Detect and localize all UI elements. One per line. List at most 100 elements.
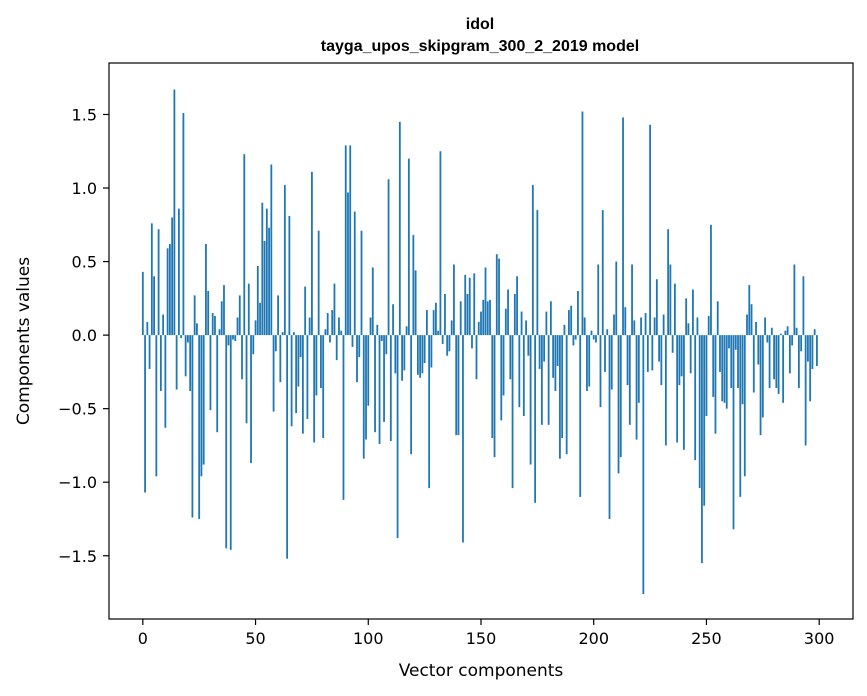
bar xyxy=(811,335,814,369)
bar xyxy=(622,117,624,336)
bar xyxy=(795,327,798,336)
bar xyxy=(696,317,699,336)
bar xyxy=(473,273,476,336)
bar xyxy=(338,317,340,336)
bar xyxy=(813,329,816,336)
bar xyxy=(635,335,638,440)
bar xyxy=(259,302,261,336)
bar xyxy=(482,299,485,336)
bar xyxy=(793,264,796,336)
bar xyxy=(444,293,446,336)
bar xyxy=(261,202,264,336)
bar xyxy=(658,335,661,362)
bar xyxy=(457,335,460,436)
bar xyxy=(707,315,710,336)
bar xyxy=(288,215,291,336)
y-tick-label: 1.5 xyxy=(72,105,97,124)
bar xyxy=(175,335,178,390)
bar xyxy=(383,335,385,422)
bar xyxy=(171,217,174,336)
bar xyxy=(719,335,721,372)
bar xyxy=(732,335,735,530)
bar xyxy=(574,335,577,340)
bar xyxy=(525,320,527,336)
bar xyxy=(777,335,780,394)
bar xyxy=(721,335,724,402)
bar xyxy=(256,265,259,336)
bar xyxy=(628,335,631,425)
bar xyxy=(480,311,482,336)
bar xyxy=(159,335,162,392)
bar xyxy=(295,335,298,414)
bar xyxy=(572,335,575,346)
bar xyxy=(559,335,561,459)
bar xyxy=(610,335,613,390)
bar xyxy=(624,307,627,336)
bar xyxy=(646,335,649,372)
bar xyxy=(311,171,313,336)
bar xyxy=(245,335,248,424)
bar xyxy=(678,335,681,386)
bar xyxy=(705,335,708,417)
bar xyxy=(730,335,733,389)
bar xyxy=(764,317,766,336)
bar xyxy=(464,274,467,336)
bar xyxy=(556,335,559,367)
bar xyxy=(441,335,444,344)
bar xyxy=(177,208,180,336)
bar xyxy=(529,335,532,465)
bar xyxy=(236,317,239,336)
bar xyxy=(329,335,331,343)
bar xyxy=(286,335,289,559)
bar xyxy=(306,335,309,419)
bar xyxy=(353,211,356,336)
bar xyxy=(162,314,165,336)
bar xyxy=(534,335,537,503)
bar xyxy=(547,335,550,425)
bar xyxy=(299,335,302,358)
bar xyxy=(448,335,451,352)
bar xyxy=(369,317,372,336)
bar xyxy=(412,235,415,336)
bar xyxy=(768,335,771,389)
bar xyxy=(807,335,809,362)
bar xyxy=(527,335,530,356)
bar xyxy=(642,335,645,594)
bar xyxy=(522,335,525,417)
bar xyxy=(292,332,295,336)
bar xyxy=(466,293,469,336)
bar xyxy=(511,335,514,489)
bar xyxy=(590,330,593,336)
bar xyxy=(592,335,595,340)
bar xyxy=(676,335,679,443)
bar xyxy=(800,335,803,352)
x-axis-ticks: 0 50 100 150 200 250 300 xyxy=(138,619,834,648)
bar xyxy=(187,335,189,343)
bar xyxy=(563,324,566,336)
bar xyxy=(536,210,539,336)
bar xyxy=(207,290,210,336)
plot-frame xyxy=(108,62,854,620)
bar xyxy=(247,283,250,336)
bar xyxy=(209,335,212,411)
bar xyxy=(484,267,487,336)
bar xyxy=(520,311,523,336)
bar xyxy=(344,145,347,336)
bar xyxy=(252,335,255,355)
bar xyxy=(254,320,257,336)
chart-title: idol xyxy=(466,16,494,33)
bar xyxy=(493,335,496,458)
bar xyxy=(144,335,146,493)
bar xyxy=(196,323,198,336)
bar xyxy=(205,243,207,336)
bar xyxy=(608,335,611,519)
bar xyxy=(633,320,636,336)
bar xyxy=(489,299,491,336)
bar xyxy=(362,335,365,459)
bar xyxy=(340,330,343,336)
bar xyxy=(728,335,730,349)
bar xyxy=(211,313,214,336)
bar xyxy=(405,326,408,336)
bar xyxy=(297,335,300,387)
bar xyxy=(662,314,665,336)
